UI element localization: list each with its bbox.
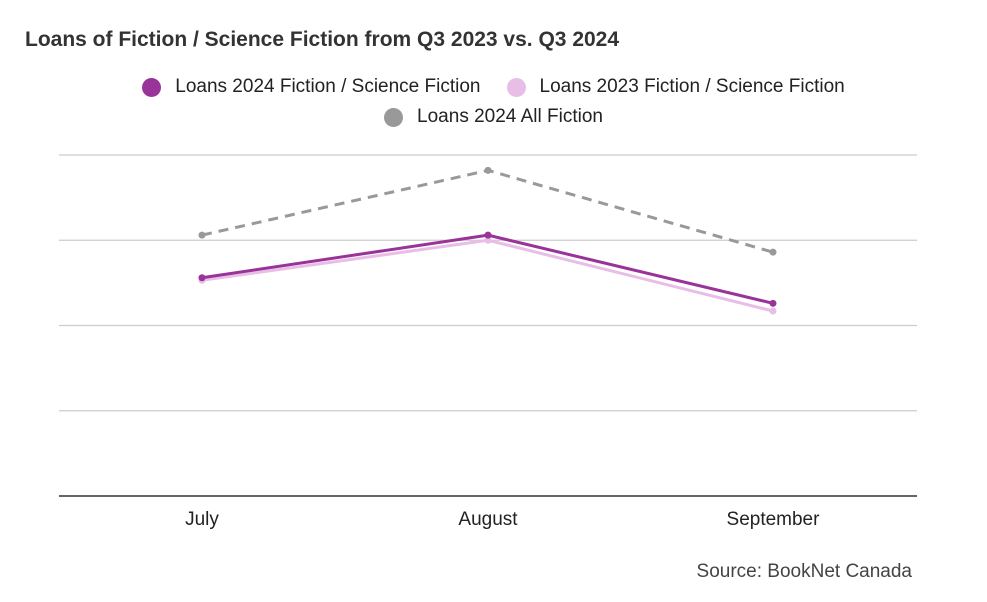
chart-legend: Loans 2024 Fiction / Science Fiction Loa… <box>0 72 987 132</box>
x-tick-label: September <box>727 509 821 530</box>
data-point <box>769 248 777 256</box>
series-line-2 <box>201 238 774 313</box>
data-point <box>198 231 206 239</box>
legend-swatch-2024-scifi <box>142 77 162 97</box>
legend-row-1: Loans 2024 Fiction / Science Fiction Loa… <box>0 72 987 102</box>
data-point <box>769 307 777 315</box>
chart-title: Loans of Fiction / Science Fiction from … <box>25 28 620 51</box>
legend-label-2024-scifi: Loans 2024 Fiction / Science Fiction <box>175 76 481 97</box>
source-note: Source: BookNet Canada <box>696 561 912 582</box>
legend-swatch-2023-scifi <box>506 77 526 97</box>
legend-swatch-2024-all-fiction <box>384 107 404 127</box>
data-point <box>198 274 206 282</box>
data-point <box>484 166 492 174</box>
data-point <box>769 299 777 307</box>
legend-item-2023-scifi: Loans 2023 Fiction / Science Fiction <box>506 76 845 98</box>
legend-item-2024-all-fiction: Loans 2024 All Fiction <box>384 106 603 128</box>
legend-item-2024-scifi: Loans 2024 Fiction / Science Fiction <box>142 76 481 98</box>
x-tick-label: August <box>458 509 518 530</box>
x-tick-label: July <box>185 509 219 530</box>
legend-row-2: Loans 2024 All Fiction <box>0 102 987 132</box>
data-point <box>484 236 492 244</box>
data-point <box>484 231 492 239</box>
legend-label-2024-all-fiction: Loans 2024 All Fiction <box>417 106 603 127</box>
legend-label-2023-scifi: Loans 2023 Fiction / Science Fiction <box>539 76 845 97</box>
